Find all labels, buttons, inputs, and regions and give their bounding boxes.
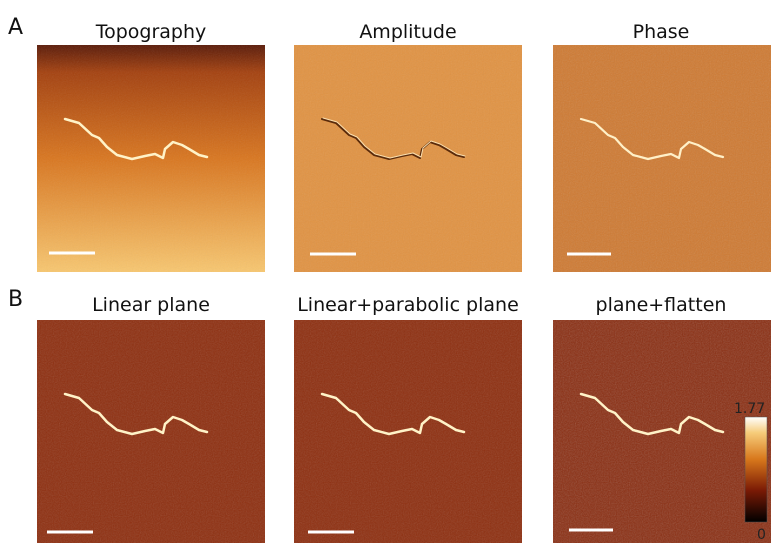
image-title: Topography bbox=[95, 21, 207, 43]
afm-image bbox=[294, 45, 522, 272]
colorbar bbox=[745, 417, 767, 522]
afm-image bbox=[294, 320, 522, 543]
image-title: Amplitude bbox=[359, 21, 456, 43]
image-title: plane+flatten bbox=[596, 294, 727, 316]
panel-label: B bbox=[8, 287, 23, 312]
colorbar-max: 1.77 bbox=[734, 401, 765, 417]
panel-label: A bbox=[8, 15, 23, 40]
afm-image bbox=[553, 320, 771, 543]
afm-image bbox=[37, 320, 265, 543]
colorbar-min: 0 bbox=[757, 527, 766, 543]
image-title: Phase bbox=[633, 21, 690, 43]
afm-image bbox=[553, 45, 771, 272]
afm-image bbox=[37, 45, 265, 272]
image-title: Linear plane bbox=[92, 294, 210, 316]
figure: A B Topography Amplitude Phase Linear pl… bbox=[0, 0, 771, 543]
image-title: Linear+parabolic plane bbox=[297, 294, 519, 316]
